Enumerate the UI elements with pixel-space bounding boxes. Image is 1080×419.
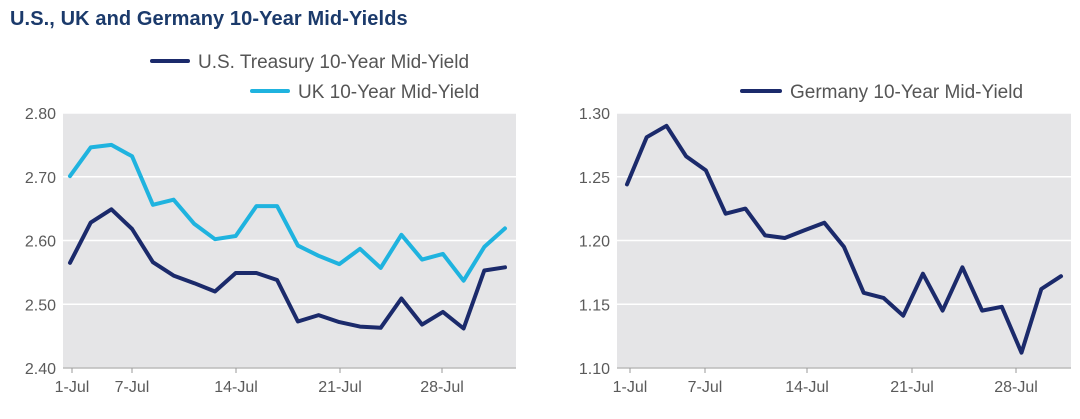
x-tick-label: 7-Jul bbox=[115, 379, 150, 396]
x-tick-label: 14-Jul bbox=[785, 379, 829, 396]
y-tick-label: 2.80 bbox=[25, 106, 56, 123]
x-tick-label: 28-Jul bbox=[420, 379, 464, 396]
legend-label: Germany 10-Year Mid-Yield bbox=[790, 82, 1023, 103]
x-tick-label: 1-Jul bbox=[55, 379, 90, 396]
x-tick-label: 14-Jul bbox=[214, 379, 258, 396]
series-line-uk-10-year-mid-yield bbox=[68, 142, 507, 283]
y-tick-label: 2.70 bbox=[25, 170, 56, 187]
y-tick-label: 1.15 bbox=[579, 297, 610, 314]
x-tick-label: 7-Jul bbox=[688, 379, 723, 396]
chart-title: U.S., UK and Germany 10-Year Mid-Yields bbox=[10, 8, 408, 30]
y-tick-label: 1.25 bbox=[579, 170, 610, 187]
x-tick-label: 21-Jul bbox=[318, 379, 362, 396]
x-tick-label: 28-Jul bbox=[994, 379, 1038, 396]
x-tick-label: 21-Jul bbox=[890, 379, 934, 396]
chart-panel-2: 1.10 1.15 1.20 1.25 1.30 1-Jul 7-Jul 14-Jul 21-J… bbox=[579, 82, 1071, 396]
legend-label: U.S. Treasury 10-Year Mid-Yield bbox=[198, 52, 469, 73]
y-tick-label: 1.20 bbox=[579, 234, 610, 251]
chart-panel-1: 2.40 2.50 2.60 2.70 2.80 1-Jul 7-Jul 14-Jul 21-J… bbox=[25, 52, 516, 396]
y-tick-label: 1.30 bbox=[579, 106, 610, 123]
y-tick-label: 2.50 bbox=[25, 297, 56, 314]
y-tick-label: 1.10 bbox=[579, 361, 610, 378]
y-tick-label: 2.60 bbox=[25, 234, 56, 251]
y-tick-label: 2.40 bbox=[25, 361, 56, 378]
x-tick-label: 1-Jul bbox=[613, 379, 648, 396]
series-line-u-s-treasury-10-year-mid-yield bbox=[68, 207, 507, 331]
legend-label: UK 10-Year Mid-Yield bbox=[298, 82, 479, 103]
